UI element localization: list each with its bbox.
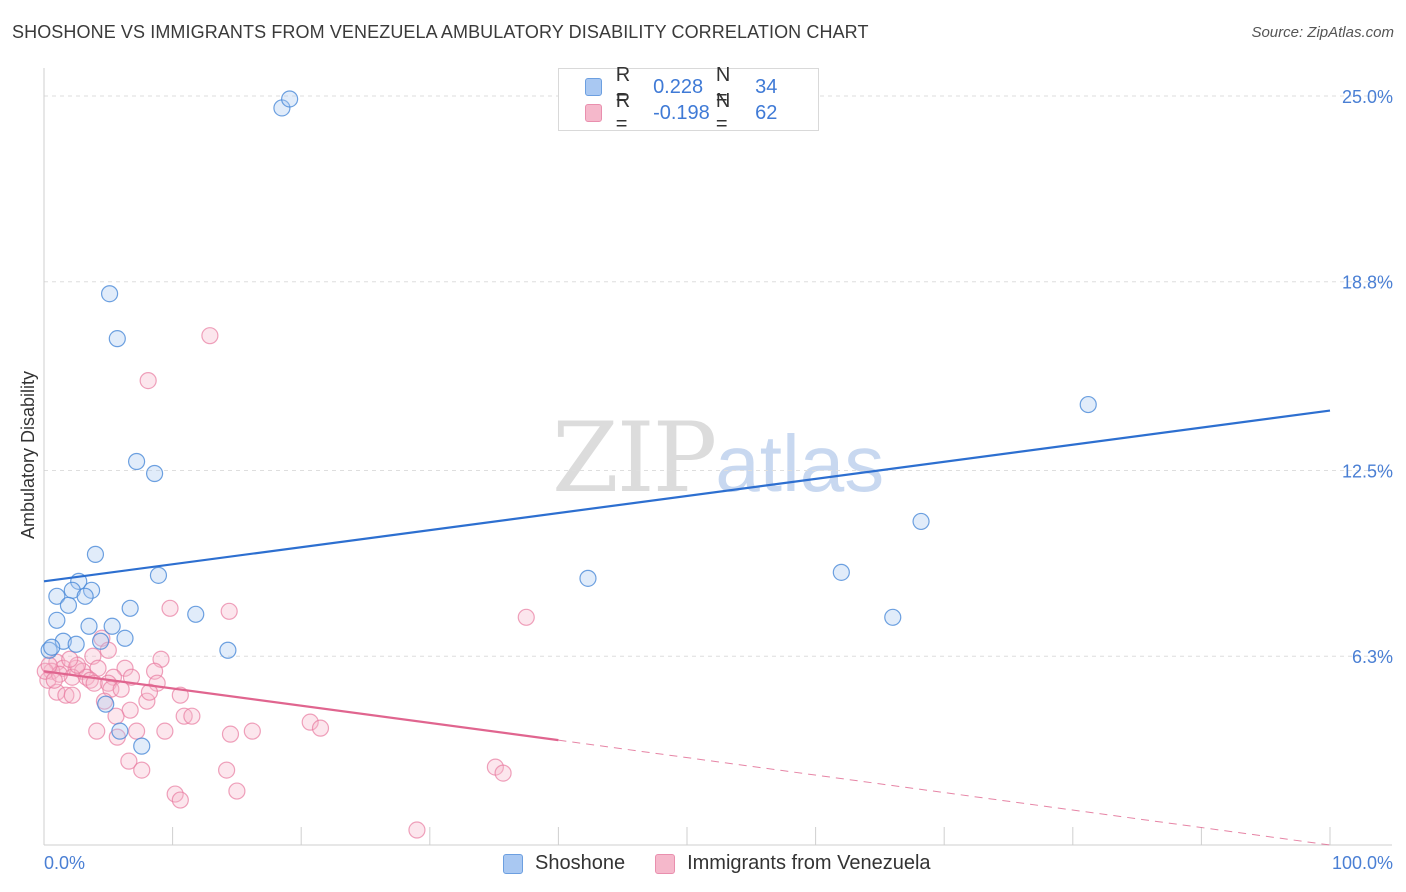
venezuela-point bbox=[45, 671, 63, 689]
shoshone-point bbox=[111, 722, 129, 740]
venezuela-point bbox=[228, 782, 246, 800]
venezuela-point bbox=[301, 713, 319, 731]
venezuela-point bbox=[133, 761, 151, 779]
venezuela-point bbox=[201, 327, 219, 345]
chart-title: SHOSHONE VS IMMIGRANTS FROM VENEZUELA AM… bbox=[12, 22, 869, 42]
series-legend-swatch-shoshone bbox=[503, 853, 523, 874]
watermark-atlas: atlas bbox=[715, 419, 885, 508]
legend-n-value: 62 bbox=[755, 101, 778, 124]
venezuela-point bbox=[220, 602, 238, 620]
shoshone-point bbox=[59, 596, 78, 614]
shoshone-point bbox=[86, 545, 105, 563]
venezuela-point bbox=[156, 722, 174, 740]
shoshone-point bbox=[912, 512, 930, 531]
legend-r-value: -0.198 bbox=[653, 101, 710, 124]
venezuela-point bbox=[161, 599, 179, 617]
venezuela-trendline-extension bbox=[558, 739, 1331, 846]
legend-n-label: N = bbox=[715, 64, 731, 109]
series-legend-label-shoshone: Shoshone bbox=[535, 852, 626, 874]
venezuela-trendline bbox=[43, 670, 559, 742]
x-tick-label: 100.0% bbox=[1332, 853, 1393, 873]
venezuela-point bbox=[122, 668, 141, 686]
shoshone-point bbox=[133, 737, 151, 755]
venezuela-point bbox=[120, 752, 138, 770]
venezuela-point bbox=[139, 372, 157, 390]
shoshone-point bbox=[80, 617, 98, 635]
venezuela-point bbox=[171, 686, 189, 704]
legend-swatch-shoshone bbox=[585, 78, 602, 96]
legend-row-shoshone: R = 0.228 N = 34 bbox=[585, 64, 818, 109]
venezuela-point bbox=[221, 725, 240, 743]
shoshone-point bbox=[116, 629, 134, 647]
shoshone-point bbox=[219, 641, 237, 659]
shoshone-point bbox=[67, 635, 85, 653]
legend-r-value: 0.228 bbox=[653, 75, 704, 98]
legend-n-value: 34 bbox=[755, 75, 778, 98]
venezuela-point bbox=[517, 608, 535, 626]
series-legend-swatch-venezuela bbox=[655, 853, 676, 874]
shoshone-point bbox=[149, 566, 168, 584]
y-tick-label: 6.3% bbox=[1352, 647, 1393, 667]
series-legend: Shoshone Immigrants from Venezuela bbox=[503, 852, 961, 875]
shoshone-point bbox=[91, 632, 110, 650]
shoshone-point bbox=[103, 617, 121, 635]
shoshone-point bbox=[48, 587, 66, 605]
venezuela-point bbox=[88, 722, 106, 740]
y-tick-label: 25.0% bbox=[1342, 87, 1393, 107]
shoshone-point bbox=[40, 641, 58, 659]
shoshone-point bbox=[121, 599, 139, 617]
legend-r-label: R = bbox=[615, 64, 631, 109]
legend-row-venezuela: R = -0.198 N = 62 bbox=[585, 90, 818, 135]
shoshone-point bbox=[579, 569, 597, 587]
venezuela-point bbox=[63, 686, 81, 704]
venezuela-point bbox=[40, 656, 58, 674]
venezuela-point bbox=[218, 761, 236, 779]
y-tick-label: 12.5% bbox=[1342, 461, 1393, 481]
venezuela-point bbox=[408, 821, 426, 839]
venezuela-point bbox=[243, 722, 261, 740]
venezuela-point bbox=[57, 686, 75, 704]
shoshone-point bbox=[100, 285, 119, 303]
source-label: Source: ZipAtlas.com bbox=[1251, 24, 1394, 41]
shoshone-point bbox=[97, 695, 115, 713]
shoshone-point bbox=[281, 90, 299, 108]
venezuela-point bbox=[127, 722, 146, 740]
shoshone-point bbox=[108, 330, 126, 348]
shoshone-point bbox=[187, 605, 205, 623]
series-legend-label-venezuela: Immigrants from Venezuela bbox=[687, 852, 931, 874]
x-tick-label: 0.0% bbox=[44, 853, 85, 873]
venezuela-point bbox=[171, 791, 189, 809]
shoshone-point bbox=[884, 608, 902, 626]
legend-n-label: N = bbox=[715, 90, 731, 135]
venezuela-point bbox=[61, 650, 79, 668]
venezuela-point bbox=[183, 707, 201, 725]
venezuela-point bbox=[140, 683, 159, 701]
venezuela-point bbox=[494, 764, 512, 782]
venezuela-point bbox=[311, 719, 330, 737]
series-legend-item-shoshone: Shoshone bbox=[503, 852, 625, 875]
shoshone-point bbox=[832, 563, 850, 581]
shoshone-point bbox=[1079, 395, 1097, 414]
stats-legend: R = 0.228 N = 34 R = -0.198 N = 62 bbox=[558, 64, 819, 135]
legend-r-label: R = bbox=[615, 90, 631, 135]
y-axis-label: Ambulatory Disability bbox=[18, 371, 38, 539]
series-legend-item-venezuela: Immigrants from Venezuela bbox=[655, 852, 931, 875]
shoshone-point bbox=[48, 611, 66, 629]
shoshone-point bbox=[82, 581, 101, 599]
shoshone-point bbox=[76, 587, 94, 605]
y-tick-label: 18.8% bbox=[1342, 273, 1393, 293]
shoshone-point bbox=[43, 638, 61, 656]
shoshone-trendline bbox=[43, 409, 1331, 583]
shoshone-point bbox=[145, 464, 164, 483]
venezuela-point bbox=[116, 659, 134, 677]
legend-swatch-venezuela bbox=[585, 104, 602, 122]
shoshone-point bbox=[127, 452, 146, 471]
